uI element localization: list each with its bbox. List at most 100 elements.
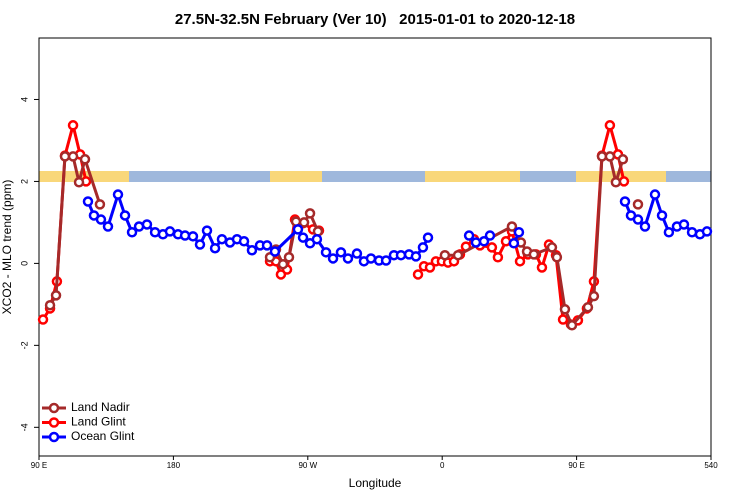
y-tick-label: 4 <box>19 97 29 102</box>
point <box>528 249 540 260</box>
legend-label: Ocean Glint <box>71 429 135 443</box>
point <box>470 237 482 248</box>
point <box>304 208 316 219</box>
point <box>639 221 651 232</box>
point <box>559 304 571 315</box>
point <box>618 176 630 187</box>
point <box>492 251 504 263</box>
point <box>320 247 332 258</box>
point <box>261 240 273 251</box>
point <box>335 247 347 258</box>
point <box>201 225 213 236</box>
point <box>486 242 498 253</box>
plot-frame <box>38 37 712 457</box>
land-ocean-strip <box>39 171 711 182</box>
point <box>50 290 62 301</box>
point <box>164 226 176 237</box>
point <box>617 154 629 165</box>
point <box>297 232 309 243</box>
legend-marker <box>48 402 60 414</box>
y-tick-label: -4 <box>19 423 29 431</box>
legend-marker <box>48 431 60 443</box>
point <box>663 226 675 238</box>
y-tick-label: 0 <box>19 261 29 266</box>
point <box>557 314 569 325</box>
x-tick-label: 0 <box>440 461 445 470</box>
point <box>604 120 616 131</box>
point <box>311 233 323 245</box>
point <box>701 226 713 237</box>
point <box>424 262 436 273</box>
land-strip <box>270 171 322 182</box>
point <box>514 256 526 267</box>
point <box>73 177 85 188</box>
ocean-strip <box>39 171 711 182</box>
point <box>342 253 354 264</box>
point <box>395 249 407 261</box>
point <box>82 196 94 207</box>
x-tick-label: 540 <box>704 461 718 470</box>
point <box>327 253 339 264</box>
point <box>422 232 434 243</box>
point <box>656 210 668 221</box>
point <box>439 249 451 261</box>
point <box>452 249 464 261</box>
x-tick-label: 180 <box>167 461 181 470</box>
point <box>59 151 71 162</box>
y-axis-label: XCO2 - MLO trend (ppm) <box>0 180 14 315</box>
point <box>126 226 138 238</box>
point <box>632 214 644 225</box>
point <box>194 239 206 250</box>
point <box>238 236 250 247</box>
point <box>44 299 56 311</box>
point <box>79 154 91 165</box>
y-tick-label: 2 <box>19 179 29 184</box>
point <box>478 236 490 247</box>
point <box>283 251 295 263</box>
point <box>566 320 578 331</box>
point <box>216 233 228 245</box>
point <box>67 151 79 162</box>
legend-label: Land Glint <box>71 415 126 429</box>
point <box>508 238 520 249</box>
point <box>37 314 49 325</box>
point <box>546 242 558 253</box>
point <box>209 242 221 254</box>
point <box>67 120 79 131</box>
land-strip <box>425 171 520 182</box>
x-axis-label: Longitude <box>349 476 402 490</box>
point <box>417 242 429 253</box>
point <box>632 199 644 210</box>
chart-title: 27.5N-32.5N February (Ver 10) 2015-01-01… <box>175 11 575 28</box>
x-tick-label: 90 E <box>31 461 47 470</box>
land-strip <box>576 171 666 182</box>
point <box>112 189 124 200</box>
x-tick-label: 90 W <box>298 461 317 470</box>
point <box>412 269 424 280</box>
point <box>463 230 475 241</box>
y-tick-label: -2 <box>19 341 29 349</box>
point <box>380 255 392 266</box>
point <box>619 196 631 207</box>
point <box>536 262 548 273</box>
point <box>292 224 304 235</box>
point <box>506 221 518 232</box>
legend-marker <box>48 417 60 428</box>
point <box>551 251 563 263</box>
point <box>513 226 525 238</box>
point <box>610 177 622 188</box>
point <box>277 258 289 270</box>
point <box>94 199 106 210</box>
point <box>351 248 363 259</box>
point <box>678 219 690 230</box>
point <box>649 189 661 200</box>
point <box>95 214 107 225</box>
point <box>410 251 422 262</box>
point <box>582 301 594 313</box>
point <box>246 245 258 256</box>
legend-label: Land Nadir <box>71 400 130 414</box>
point <box>298 217 310 228</box>
point <box>187 231 199 242</box>
point <box>604 151 616 162</box>
point <box>119 210 131 221</box>
